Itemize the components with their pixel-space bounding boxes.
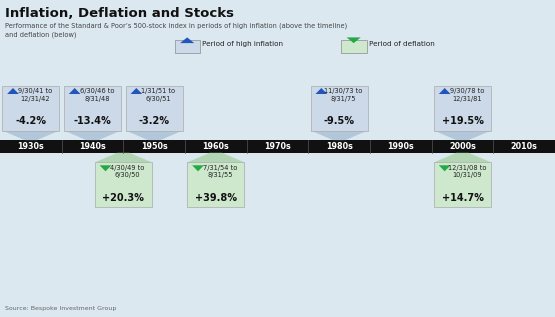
Text: 9/30/78 to
12/31/81: 9/30/78 to 12/31/81	[450, 88, 484, 101]
FancyBboxPatch shape	[434, 86, 491, 131]
Text: -9.5%: -9.5%	[324, 116, 355, 126]
Text: 9/30/41 to
12/31/42: 9/30/41 to 12/31/42	[18, 88, 52, 101]
FancyBboxPatch shape	[188, 162, 244, 207]
Text: +20.3%: +20.3%	[102, 193, 144, 203]
Text: 1/31/51 to
6/30/51: 1/31/51 to 6/30/51	[142, 88, 175, 101]
Polygon shape	[95, 153, 152, 162]
Text: Performance of the Standard & Poor’s 500-stock index in periods of high inflatio: Performance of the Standard & Poor’s 500…	[5, 23, 347, 38]
Polygon shape	[64, 131, 121, 140]
Polygon shape	[7, 88, 19, 94]
Text: +19.5%: +19.5%	[442, 116, 483, 126]
Polygon shape	[126, 131, 183, 140]
Text: -4.2%: -4.2%	[16, 116, 46, 126]
Text: -3.2%: -3.2%	[139, 116, 170, 126]
Text: 4/30/49 to
6/30/50: 4/30/49 to 6/30/50	[110, 165, 145, 178]
FancyBboxPatch shape	[341, 40, 367, 53]
Text: 1970s: 1970s	[264, 142, 291, 151]
Polygon shape	[188, 153, 244, 162]
FancyBboxPatch shape	[174, 40, 200, 53]
Polygon shape	[100, 165, 112, 171]
Text: 6/30/46 to
8/31/48: 6/30/46 to 8/31/48	[79, 88, 114, 101]
Text: +14.7%: +14.7%	[442, 193, 483, 203]
Text: -13.4%: -13.4%	[74, 116, 112, 126]
FancyBboxPatch shape	[64, 86, 121, 131]
Polygon shape	[2, 131, 59, 140]
FancyBboxPatch shape	[2, 86, 59, 131]
Polygon shape	[346, 37, 361, 43]
Text: Source: Bespoke Investment Group: Source: Bespoke Investment Group	[5, 306, 117, 311]
FancyBboxPatch shape	[434, 162, 491, 207]
Polygon shape	[439, 88, 451, 94]
Text: Inflation, Deflation and Stocks: Inflation, Deflation and Stocks	[5, 7, 234, 20]
Text: 1990s: 1990s	[387, 142, 414, 151]
Text: 12/31/08 to
10/31/09: 12/31/08 to 10/31/09	[447, 165, 486, 178]
Text: 2010s: 2010s	[511, 142, 538, 151]
Polygon shape	[192, 165, 204, 171]
FancyBboxPatch shape	[95, 162, 152, 207]
Polygon shape	[315, 88, 327, 94]
Polygon shape	[439, 165, 451, 171]
Text: 2000s: 2000s	[449, 142, 476, 151]
FancyBboxPatch shape	[126, 86, 183, 131]
Polygon shape	[434, 131, 491, 140]
FancyBboxPatch shape	[311, 86, 367, 131]
Text: 1940s: 1940s	[79, 142, 106, 151]
Polygon shape	[130, 88, 142, 94]
Bar	[0, 140, 555, 153]
Text: Period of high inflation: Period of high inflation	[202, 41, 283, 47]
Polygon shape	[434, 153, 491, 162]
Text: 11/30/73 to
8/31/75: 11/30/73 to 8/31/75	[324, 88, 362, 101]
Polygon shape	[69, 88, 80, 94]
Text: 7/31/54 to
8/31/55: 7/31/54 to 8/31/55	[203, 165, 238, 178]
Text: 1980s: 1980s	[326, 142, 352, 151]
Text: Period of deflation: Period of deflation	[369, 41, 435, 47]
Polygon shape	[180, 37, 194, 43]
Text: +39.8%: +39.8%	[195, 193, 237, 203]
Text: 1960s: 1960s	[203, 142, 229, 151]
Text: 1950s: 1950s	[141, 142, 168, 151]
Polygon shape	[311, 131, 367, 140]
Text: 1930s: 1930s	[17, 142, 44, 151]
